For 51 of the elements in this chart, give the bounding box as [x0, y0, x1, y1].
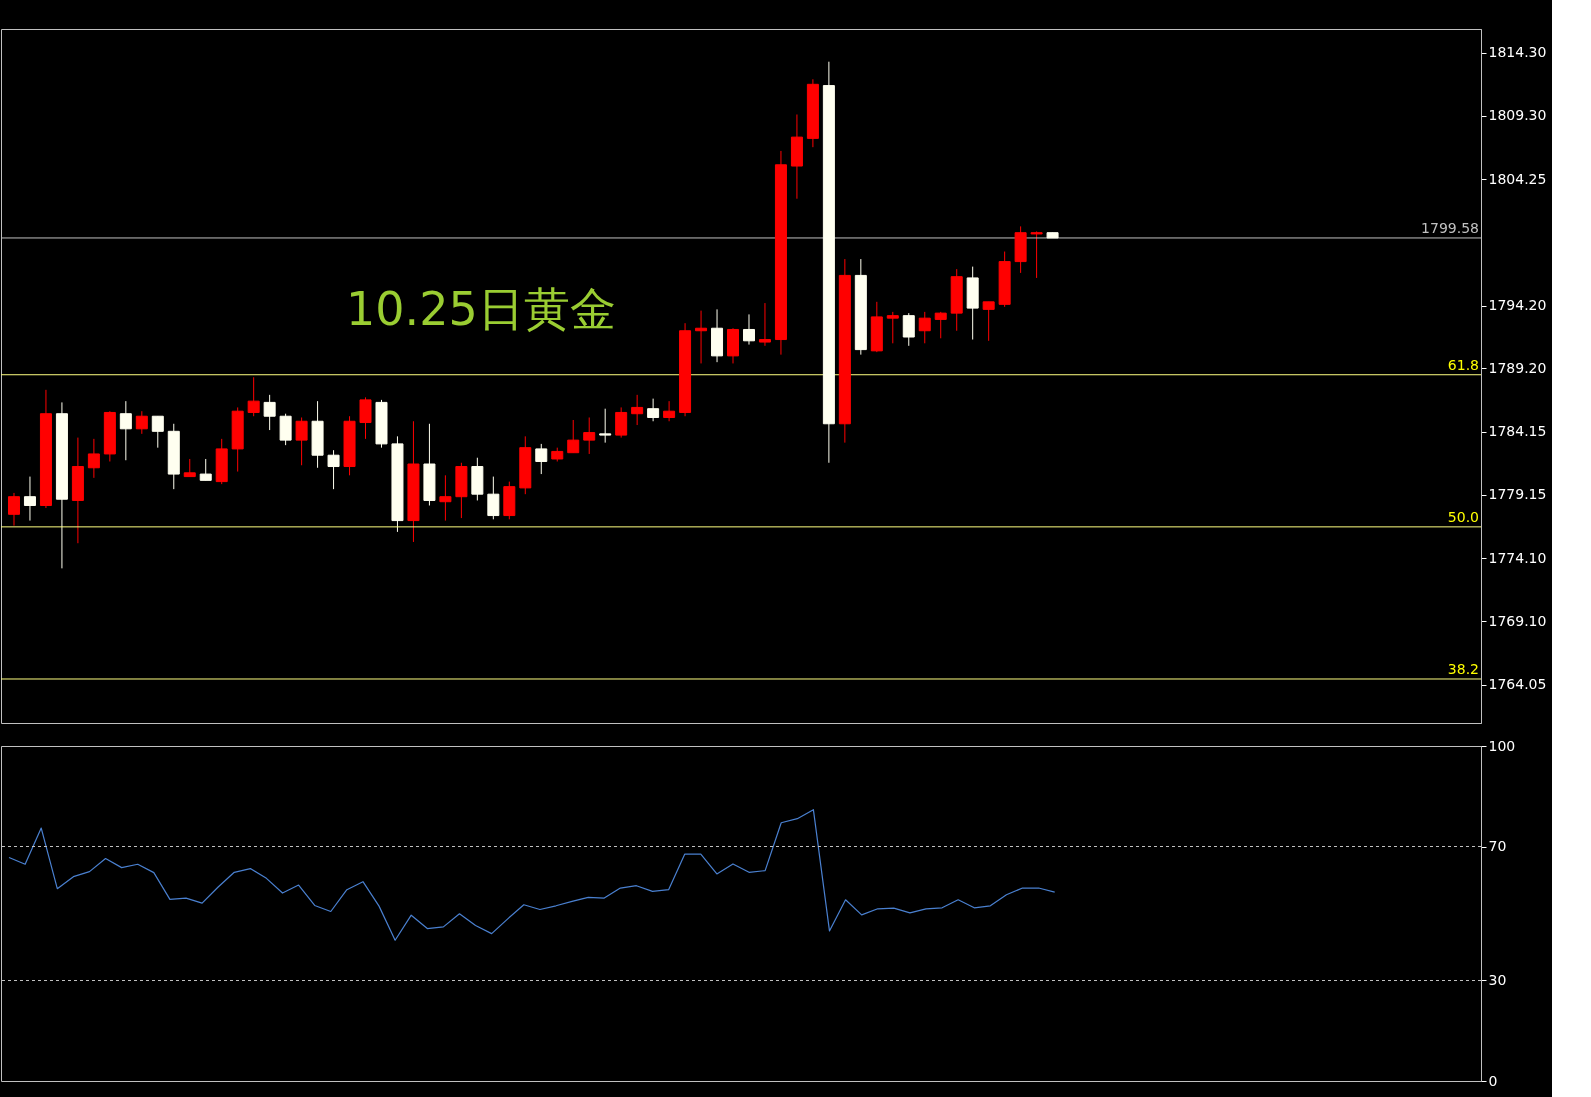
candlestick [247, 376, 260, 417]
y-tick-label: 1789.20 [1488, 359, 1547, 376]
candlestick [1030, 230, 1043, 279]
candlestick [934, 311, 947, 339]
candlestick [742, 313, 755, 346]
y-tick-label: 30 [1488, 972, 1507, 988]
candlestick [902, 312, 915, 347]
annotation: 38.2 [1447, 661, 1479, 677]
candlestick [327, 449, 340, 490]
y-tick-label: 1779.15 [1488, 486, 1547, 503]
y-tick-label: 1774.10 [1488, 549, 1547, 566]
candlestick [599, 408, 612, 444]
candlestick [7, 492, 20, 527]
line-series [8, 809, 1056, 941]
candlestick [567, 419, 580, 454]
y-tick-label: 1809.30 [1488, 107, 1547, 124]
y-tick-label: 1804.25 [1488, 170, 1547, 187]
candlestick [631, 394, 644, 426]
candlestick [135, 410, 148, 435]
candlestick [439, 474, 452, 522]
candlestick [758, 302, 771, 347]
candlestick [279, 413, 292, 446]
candlestick [119, 400, 132, 461]
y-tick-label: 1794.20 [1488, 297, 1547, 314]
y-tick-label: 1784.15 [1488, 423, 1547, 440]
text: 10.25日黄金 [346, 282, 616, 336]
candlestick [663, 400, 676, 422]
y-tick-label: 70 [1488, 838, 1507, 854]
candlestick [23, 476, 36, 522]
y-tick-label: 0 [1488, 1072, 1498, 1089]
candlestick [583, 416, 596, 455]
candlestick [487, 476, 500, 520]
candlestick [886, 311, 899, 344]
annotation: 50.0 [1447, 508, 1479, 525]
candlestick [982, 301, 995, 342]
y-tick-label: 100 [1488, 737, 1516, 754]
candlestick [615, 406, 628, 439]
y-tick-label: 1814.30 [1488, 44, 1547, 61]
annotation: 61.8 [1447, 356, 1479, 373]
candlestick [535, 443, 548, 475]
candlestick [151, 415, 164, 449]
y-tick-label: 1769.10 [1488, 612, 1547, 629]
ref-line-label: 1799.58 [1421, 219, 1479, 236]
y-tick-label: 1764.05 [1488, 676, 1547, 693]
candlestick [295, 416, 308, 466]
candlestick [918, 311, 931, 344]
candlestick [359, 396, 372, 440]
candlestick [199, 458, 212, 481]
candlestick [263, 394, 276, 431]
candlestick [87, 438, 100, 479]
candlestick [647, 398, 660, 422]
